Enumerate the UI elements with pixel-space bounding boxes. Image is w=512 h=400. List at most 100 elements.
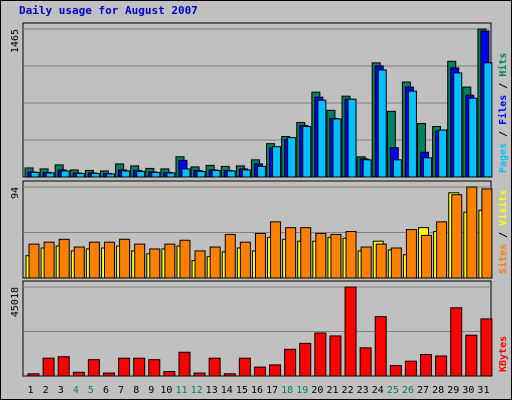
bar-sites-day-1 xyxy=(28,243,40,279)
bar-pages-day-15 xyxy=(241,169,251,178)
day-labels: 1 2 3 4 5 6 7 8 9 10 11 12 13 14 15 16 17 18 19 20 21 22 23 24 2… xyxy=(28,385,490,396)
day-label-11: 11 xyxy=(175,385,187,396)
bar-kbytes-day-21 xyxy=(329,335,342,377)
day-label-7: 7 xyxy=(118,385,124,396)
day-label-6: 6 xyxy=(103,385,109,396)
bar-sites-day-24 xyxy=(375,243,387,279)
bar-sites-day-2 xyxy=(43,241,55,279)
legend-entry: / xyxy=(498,226,509,244)
bar-pages-day-11 xyxy=(181,168,191,178)
bar-sites-day-10 xyxy=(164,243,176,279)
bar-pages-day-29 xyxy=(453,72,463,178)
day-label-22: 22 xyxy=(342,385,354,396)
visits-sites-legend: Sites / Visits xyxy=(497,190,509,274)
bar-sites-day-12 xyxy=(194,250,206,279)
day-label-14: 14 xyxy=(221,385,233,396)
bar-kbytes-day-15 xyxy=(238,357,251,377)
bar-kbytes-day-22 xyxy=(344,286,357,377)
day-label-30: 30 xyxy=(462,385,474,396)
day-label-10: 10 xyxy=(160,385,172,396)
legend-entry: Hits xyxy=(497,53,509,77)
hits-files-pages-ymax-label: 1465 xyxy=(10,29,21,53)
bar-pages-day-18 xyxy=(287,137,297,178)
day-label-16: 16 xyxy=(251,385,263,396)
bar-sites-day-3 xyxy=(58,238,70,279)
bar-sites-day-30 xyxy=(466,186,478,279)
bar-kbytes-day-19 xyxy=(299,342,312,377)
bar-sites-day-25 xyxy=(390,247,402,279)
bar-sites-day-11 xyxy=(179,239,191,279)
legend-entry: / xyxy=(498,77,509,95)
bar-pages-day-14 xyxy=(226,170,236,178)
day-label-5: 5 xyxy=(88,385,94,396)
day-label-28: 28 xyxy=(432,385,444,396)
day-label-29: 29 xyxy=(447,385,459,396)
bar-sites-day-27 xyxy=(421,234,433,279)
bar-sites-day-20 xyxy=(315,232,327,279)
day-label-21: 21 xyxy=(326,385,338,396)
legend-entry: / xyxy=(498,125,509,143)
bar-pages-day-12 xyxy=(196,170,206,178)
day-label-20: 20 xyxy=(311,385,323,396)
bar-sites-day-15 xyxy=(239,241,251,279)
bar-kbytes-day-25 xyxy=(389,365,402,377)
day-label-9: 9 xyxy=(148,385,154,396)
kbytes-ymax-label: 45018 xyxy=(10,287,21,317)
bar-sites-day-4 xyxy=(73,246,85,279)
bar-kbytes-day-31 xyxy=(480,318,493,377)
visits-sites-ymax-label: 94 xyxy=(10,187,21,199)
bar-sites-day-13 xyxy=(209,246,221,279)
day-label-19: 19 xyxy=(296,385,308,396)
bar-kbytes-day-3 xyxy=(57,356,70,377)
bar-pages-day-21 xyxy=(332,118,342,178)
day-label-2: 2 xyxy=(43,385,49,396)
bar-kbytes-day-13 xyxy=(208,357,221,377)
bar-sites-day-5 xyxy=(88,241,100,279)
bar-sites-day-14 xyxy=(224,233,236,279)
bar-pages-day-6 xyxy=(105,173,115,178)
bar-pages-day-16 xyxy=(256,165,266,178)
day-label-23: 23 xyxy=(357,385,369,396)
hits-files-pages-legend: Pages / Files / Hits xyxy=(497,53,509,173)
bar-sites-day-9 xyxy=(149,248,161,279)
bar-kbytes-day-14 xyxy=(223,373,236,377)
bar-kbytes-day-29 xyxy=(450,307,463,377)
bar-kbytes-day-9 xyxy=(148,359,161,377)
bar-kbytes-day-10 xyxy=(163,371,176,377)
day-label-24: 24 xyxy=(372,385,384,396)
bar-kbytes-day-16 xyxy=(253,366,266,377)
bar-pages-day-10 xyxy=(166,172,176,178)
day-label-17: 17 xyxy=(266,385,278,396)
bar-pages-day-24 xyxy=(377,69,387,178)
bar-pages-day-9 xyxy=(151,171,161,178)
legend-entry: Sites xyxy=(497,244,509,274)
hits-files-pages-panel: 1465 Pages / Files / Hits xyxy=(10,22,509,178)
day-label-26: 26 xyxy=(402,385,414,396)
bar-kbytes-day-7 xyxy=(118,357,131,377)
bar-pages-day-25 xyxy=(392,159,402,178)
day-label-18: 18 xyxy=(281,385,293,396)
bar-kbytes-day-6 xyxy=(102,372,115,377)
bar-kbytes-day-28 xyxy=(435,355,448,377)
bar-kbytes-day-5 xyxy=(87,359,100,377)
day-label-4: 4 xyxy=(73,385,79,396)
bar-sites-day-29 xyxy=(451,194,463,279)
bar-pages-day-13 xyxy=(211,169,221,178)
bar-sites-day-23 xyxy=(360,246,372,279)
day-label-27: 27 xyxy=(417,385,429,396)
day-label-31: 31 xyxy=(477,385,489,396)
day-label-1: 1 xyxy=(28,385,34,396)
bar-pages-day-20 xyxy=(317,99,327,178)
day-label-25: 25 xyxy=(387,385,399,396)
bar-pages-day-22 xyxy=(347,98,357,178)
bar-pages-day-26 xyxy=(407,90,417,178)
bar-pages-day-19 xyxy=(302,125,312,178)
chart-title: Daily usage for August 2007 xyxy=(19,4,198,17)
bar-sites-day-7 xyxy=(119,238,131,279)
kbytes-legend: KBytes xyxy=(498,336,509,372)
bar-kbytes-day-20 xyxy=(314,332,327,377)
bar-sites-day-6 xyxy=(103,241,115,279)
bar-kbytes-day-27 xyxy=(420,353,433,377)
bar-sites-day-16 xyxy=(254,232,266,279)
